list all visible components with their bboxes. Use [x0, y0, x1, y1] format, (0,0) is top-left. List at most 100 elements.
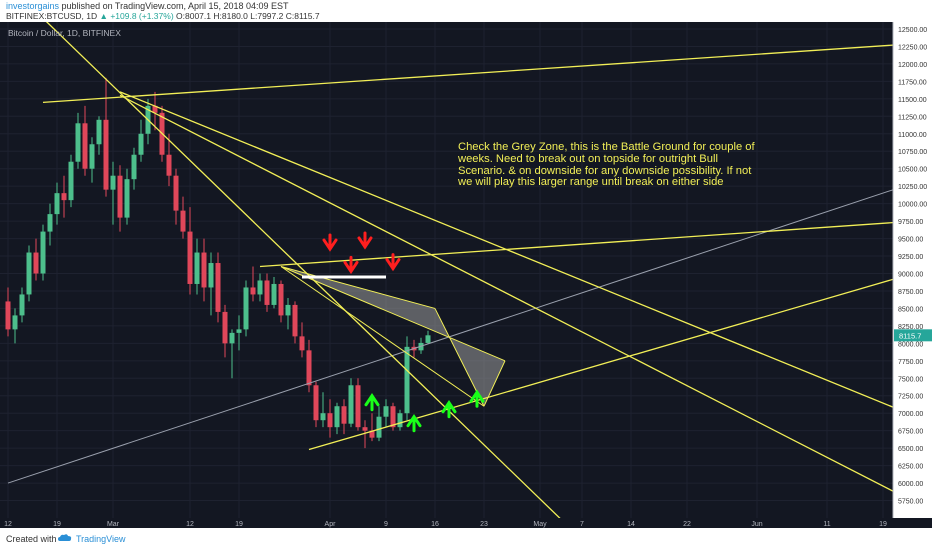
- price-tick-label: 7500.00: [898, 376, 923, 383]
- tradingview-brand[interactable]: TradingView: [76, 534, 126, 544]
- candle-body: [292, 304, 298, 337]
- time-tick-label: 9: [384, 521, 388, 528]
- candle-body: [348, 385, 354, 424]
- time-tick-label: 23: [480, 521, 488, 528]
- candle-body: [68, 161, 74, 201]
- author-link[interactable]: investorgains: [6, 1, 60, 11]
- candle-body: [334, 406, 340, 428]
- candle-body: [299, 336, 305, 351]
- time-tick-label: 11: [823, 521, 830, 528]
- symbol-label: BITFINEX:BTCUSD, 1D: [6, 11, 98, 21]
- time-tick-label: 22: [683, 521, 691, 528]
- candle-body: [425, 335, 431, 343]
- time-tick-label: 19: [879, 521, 887, 528]
- price-change: +109.8 (+1.37%): [110, 11, 174, 21]
- price-tick-label: 7750.00: [898, 359, 923, 366]
- open-value: O:8007.1: [176, 11, 212, 21]
- candle-body: [404, 346, 410, 414]
- up-arrow-icon: [441, 400, 457, 419]
- down-arrow-icon: [385, 253, 401, 272]
- chart-background: [0, 22, 932, 528]
- price-tick-label: 5750.00: [898, 499, 923, 506]
- arrows-layer: [322, 231, 485, 433]
- candle-body: [243, 287, 249, 330]
- candle-body: [110, 175, 116, 190]
- price-tick-label: 11500.00: [898, 97, 927, 104]
- candle-body: [40, 231, 46, 274]
- low-value: L:7997.2: [250, 11, 284, 21]
- footer: Created with TradingView: [0, 528, 932, 550]
- price-tick-label: 11000.00: [898, 132, 927, 139]
- price-tick-label: 9000.00: [898, 271, 923, 278]
- downtrend-line-b: [119, 91, 926, 421]
- price-tick-label: 10500.00: [898, 167, 927, 174]
- publish-info: published on TradingView.com, April 15, …: [61, 1, 289, 11]
- price-tick-label: 10000.00: [898, 202, 927, 209]
- candle-body: [397, 413, 403, 428]
- candle-body: [264, 280, 270, 305]
- candle-body: [355, 385, 361, 428]
- grey-zone: [281, 266, 505, 407]
- candle-body: [75, 123, 81, 162]
- candle-body: [33, 252, 39, 274]
- grey-zone-edge: [483, 360, 506, 407]
- price-tick-label: 6250.00: [898, 464, 923, 471]
- annotation-box: Check the Grey Zone, this is the Battle …: [458, 142, 755, 188]
- candle-body: [376, 416, 382, 438]
- candle-body: [47, 214, 53, 232]
- chart-title: Bitcoin / Dollar, 1D, BITFINEX: [8, 28, 121, 38]
- tradingview-logo-icon: [58, 534, 72, 541]
- candle-body: [26, 252, 32, 295]
- candle-body: [222, 311, 228, 344]
- downtrend-line-a: [119, 94, 926, 509]
- close-value: C:8115.7: [285, 11, 320, 21]
- price-tick-label: 10250.00: [898, 184, 927, 191]
- time-tick-label: Jun: [751, 521, 762, 528]
- candle-body: [82, 123, 88, 169]
- candle-body: [362, 427, 368, 431]
- candle-body: [194, 252, 200, 284]
- price-tick-label: 7000.00: [898, 411, 923, 418]
- candle-body: [96, 119, 102, 145]
- price-chart[interactable]: 12500.00 12250.00 12000.00 11750.00 11500.00…: [0, 22, 932, 528]
- time-tick-label: 7: [580, 521, 584, 528]
- grid: [0, 22, 893, 518]
- price-tick-label: 12000.00: [898, 62, 927, 69]
- candle-body: [390, 406, 396, 428]
- time-tick-label: May: [533, 521, 547, 528]
- grey-zone-layer: [281, 266, 505, 407]
- time-tick-label: 12: [4, 521, 12, 528]
- candle-body: [327, 413, 333, 428]
- candle-body: [215, 263, 221, 312]
- candle-body: [236, 329, 242, 333]
- candle-body: [12, 315, 18, 330]
- candle-body: [173, 175, 179, 211]
- price-tick-label: 9250.00: [898, 254, 923, 261]
- grey-zone-edge: [434, 308, 485, 407]
- time-tick-label: Mar: [107, 521, 120, 528]
- time-tick-label: 19: [235, 521, 243, 528]
- candle-body: [250, 287, 256, 295]
- up-triangle-icon: ▲: [99, 11, 108, 21]
- candle-body: [152, 105, 158, 113]
- created-with-label: Created with: [6, 534, 57, 544]
- candle-body: [61, 193, 67, 201]
- candle-body: [383, 406, 389, 417]
- price-tick-label: 8250.00: [898, 324, 923, 331]
- candle-body: [313, 385, 319, 421]
- price-tick-label: 8750.00: [898, 289, 923, 296]
- price-tick-label: 12250.00: [898, 44, 927, 51]
- candle-body: [278, 283, 284, 316]
- up-arrow-icon: [406, 413, 422, 433]
- price-axis: 12500.00 12250.00 12000.00 11750.00 11500.00…: [892, 22, 932, 518]
- trendlines-layer: [7, 22, 926, 528]
- time-axis: 12 19 Mar 12 19 Apr 9 16 23 May 7 14 22 Jun 11 19: [0, 518, 932, 528]
- candle-body: [180, 210, 186, 232]
- price-tick-label: 6750.00: [898, 429, 923, 436]
- candle-body: [285, 304, 291, 316]
- candle-body: [166, 154, 172, 176]
- last-price-label: 8115.7: [899, 331, 921, 340]
- candle-body: [229, 332, 235, 344]
- candle-body: [138, 133, 144, 155]
- price-tick-label: 11750.00: [898, 79, 927, 86]
